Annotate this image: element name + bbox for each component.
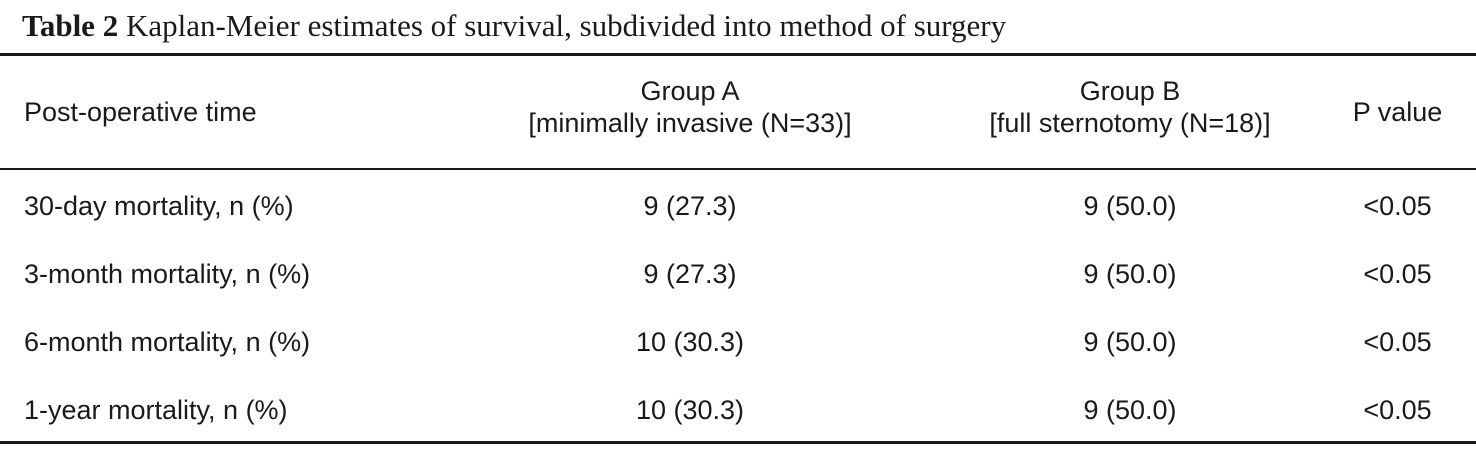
row-group-b-value: 9 (50.0) <box>1083 191 1177 221</box>
header-group-a-title: Group A <box>640 76 740 106</box>
header-p-value: P value <box>1352 97 1443 127</box>
row-time: 3-month mortality, n (%) <box>24 259 311 289</box>
row-group-a-value: 10 (30.3) <box>635 327 745 357</box>
row-group-a-value: 9 (27.3) <box>643 259 737 289</box>
header-group-b-title: Group B <box>1079 76 1181 106</box>
header-group-a-subtitle: [minimally invasive (N=33)] <box>528 108 852 138</box>
row-p-value: <0.05 <box>1363 259 1432 289</box>
top-rule <box>0 53 1476 56</box>
header-rule <box>0 168 1476 170</box>
row-time: 6-month mortality, n (%) <box>24 327 311 357</box>
header-group-a: Group A [minimally invasive (N=33)] <box>490 75 890 139</box>
row-time: 1-year mortality, n (%) <box>24 395 288 425</box>
bottom-rule <box>0 441 1476 444</box>
row-time: 30-day mortality, n (%) <box>24 191 294 221</box>
header-group-b-subtitle: [full sternotomy (N=18)] <box>989 108 1271 138</box>
row-group-b-value: 9 (50.0) <box>1083 395 1177 425</box>
table-title: Kaplan-Meier estimates of survival, subd… <box>125 8 1007 43</box>
table-caption: Table 2 Kaplan-Meier estimates of surviv… <box>22 6 1006 46</box>
row-p-value: <0.05 <box>1363 395 1432 425</box>
header-group-b: Group B [full sternotomy (N=18)] <box>930 75 1330 139</box>
row-group-a-value: 9 (27.3) <box>643 191 737 221</box>
row-p-value: <0.05 <box>1363 191 1432 221</box>
row-group-a-value: 10 (30.3) <box>635 395 745 425</box>
row-group-b-value: 9 (50.0) <box>1083 327 1177 357</box>
row-p-value: <0.05 <box>1363 327 1432 357</box>
header-post-operative-time: Post-operative time <box>24 97 257 127</box>
table-label: Table 2 <box>22 8 119 43</box>
row-group-b-value: 9 (50.0) <box>1083 259 1177 289</box>
